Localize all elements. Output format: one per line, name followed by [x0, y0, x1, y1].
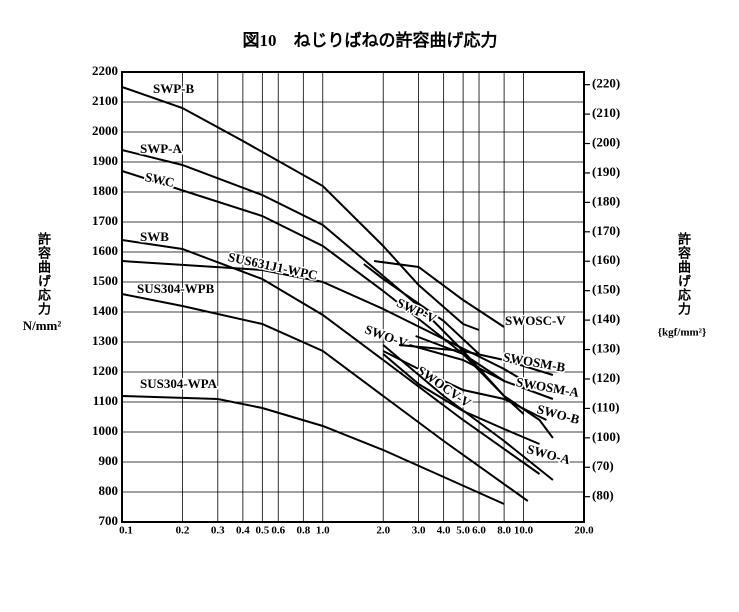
y2-tick-label: (110): [592, 399, 619, 414]
y2-tick-label: (210): [592, 105, 620, 120]
series-line: [409, 344, 554, 400]
x-tick-label: 1.0: [316, 525, 330, 537]
series-label: SWP-B: [153, 81, 195, 96]
y-tick-label: 1900: [92, 153, 118, 168]
series-line: [121, 239, 541, 475]
y2-tick-label: (80): [592, 488, 614, 503]
y2-tick-label: (180): [592, 193, 620, 208]
series-line: [382, 344, 554, 481]
series-label: SUS304-WPA: [140, 376, 218, 391]
y2-tick-label: (130): [592, 341, 620, 356]
series-line: [415, 335, 554, 439]
x-tick-label: 2.0: [376, 525, 390, 537]
y2-tick-label: (190): [592, 164, 620, 179]
y2-tick-label: (220): [592, 76, 620, 91]
y-tick-label: 1100: [93, 393, 118, 408]
y2-tick-label: (140): [592, 311, 620, 326]
series-label: SWP-A: [140, 141, 183, 156]
series-label: SWC: [144, 169, 176, 190]
y-tick-label: 1200: [92, 363, 118, 378]
x-tick-label: 0.1: [119, 525, 133, 537]
series-label: SUS631J1-WPC: [227, 249, 319, 283]
series-line: [121, 293, 529, 502]
y-tick-label: 700: [99, 513, 119, 528]
x-tick-label: 10.0: [514, 525, 534, 537]
plot-frame: [121, 71, 585, 523]
series-line: [363, 263, 480, 355]
x-tick-label: 8.0: [497, 525, 511, 537]
series-line: [373, 260, 505, 328]
series-line: [121, 260, 541, 391]
y2-tick-label: (160): [592, 252, 620, 267]
y-tick-label: 1800: [92, 183, 118, 198]
x-tick-label: 0.6: [271, 525, 285, 537]
y2-tick-label: (70): [592, 458, 614, 473]
y-tick-label: 1500: [92, 273, 118, 288]
series-label: SWOSC-V: [505, 313, 566, 328]
y-tick-label: 1700: [92, 213, 118, 228]
series-line: [121, 86, 480, 331]
x-tick-label: 5.0: [456, 525, 470, 537]
x-tick-label: 3.0: [412, 525, 426, 537]
series-label: SWOSM-B: [502, 349, 567, 375]
x-tick-label: 6.0: [472, 525, 486, 537]
y2-axis-unit: {kgf/mm²}: [658, 327, 707, 339]
x-tick-label: 0.3: [211, 525, 225, 537]
x-tick-label: 0.2: [176, 525, 190, 537]
x-tick-label: 0.5: [255, 525, 269, 537]
y-tick-label: 2100: [92, 93, 118, 108]
y-tick-label: 2000: [92, 123, 118, 138]
y-tick-label: 2200: [92, 63, 118, 78]
y-tick-label: 1300: [92, 333, 118, 348]
y-axis-unit: N/mm²: [23, 318, 62, 333]
y-tick-label: 1600: [92, 243, 118, 258]
y2-tick-label: (100): [592, 429, 620, 444]
x-tick-label: 20.0: [574, 525, 594, 537]
series-label: SWP-V: [394, 295, 439, 327]
series-line: [121, 395, 505, 505]
y-tick-label: 800: [99, 483, 119, 498]
series-label: SUS304-WPB: [137, 281, 215, 296]
y2-tick-label: (170): [592, 223, 620, 238]
series-line: [121, 170, 505, 382]
chart-title: 図10 ねじりばねの許容曲げ応力: [243, 30, 498, 50]
y-tick-label: 900: [99, 453, 119, 468]
series-label: SWB: [140, 229, 169, 244]
y-tick-label: 1400: [92, 303, 118, 318]
y-tick-label: 1000: [92, 423, 118, 438]
y2-tick-label: (200): [592, 135, 620, 150]
y2-axis-label: 許容曲げ応力: [676, 231, 692, 316]
y-axis-label: 許容曲げ応力: [36, 231, 52, 316]
x-tick-label: 0.8: [296, 525, 310, 537]
y2-tick-label: (120): [592, 370, 620, 385]
x-tick-label: 0.4: [236, 525, 250, 537]
x-tick-label: 4.0: [437, 525, 451, 537]
y2-tick-label: (150): [592, 282, 620, 297]
series-line: [399, 344, 554, 376]
